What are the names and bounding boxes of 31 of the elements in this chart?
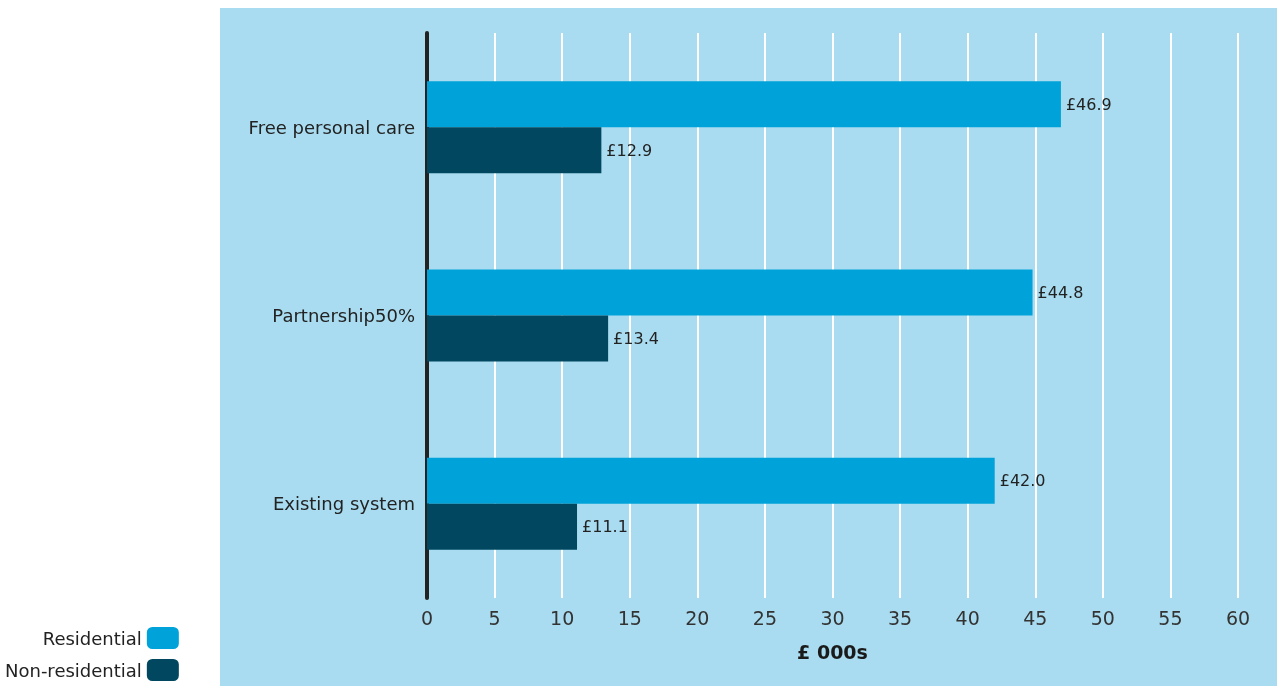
legend-label: Non-residential (4, 659, 142, 681)
data-label: £12.9 (606, 140, 653, 160)
data-label: £44.8 (1037, 283, 1084, 302)
bar (427, 81, 1061, 128)
y-tick-label: Partnership50% (272, 305, 415, 326)
x-tick-label: 5 (488, 606, 501, 629)
data-label: £46.9 (1065, 94, 1112, 114)
x-tick-label: 0 (420, 606, 434, 629)
bar (427, 503, 578, 550)
x-tick-label: 35 (887, 606, 913, 629)
x-tick-label: 45 (1023, 606, 1048, 629)
x-tick-label: 25 (752, 606, 778, 629)
x-tick-label: 40 (955, 606, 980, 629)
x-tick-label: 50 (1090, 606, 1115, 629)
bar (427, 315, 609, 362)
x-tick-label: 20 (685, 606, 710, 629)
x-tick-label: 30 (820, 606, 845, 629)
legend-label: Residential (42, 627, 142, 649)
bar (427, 269, 1033, 316)
y-tick-label: Free personal care (248, 116, 415, 138)
data-label: £11.1 (582, 517, 628, 537)
x-tick-label: 60 (1225, 606, 1251, 629)
x-axis-title: £ 000s (797, 640, 868, 663)
data-label: £13.4 (613, 329, 659, 348)
x-tick-label: 10 (550, 606, 575, 629)
bar (427, 457, 995, 504)
x-tick-label: 55 (1158, 606, 1183, 629)
x-tick-label: 15 (617, 606, 642, 629)
data-label: £42.0 (999, 471, 1046, 491)
y-tick-label: Existing system (272, 493, 415, 515)
bar (427, 127, 602, 174)
